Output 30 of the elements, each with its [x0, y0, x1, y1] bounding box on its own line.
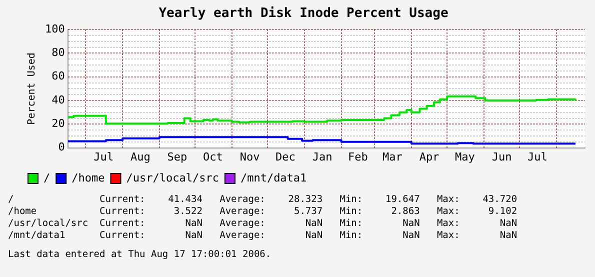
chart-title: Yearly earth Disk Inode Percent Usage	[158, 6, 448, 22]
x-tick-label: Mar	[382, 150, 403, 164]
legend-label: /mnt/data1	[240, 171, 307, 184]
text: Last data entered at Thu Aug 17 17:00:01 2006.	[8, 249, 272, 261]
x-tick-label: Sep	[167, 150, 188, 164]
y-tick-label: 60	[52, 70, 65, 83]
y-tick-label: 0	[58, 140, 65, 154]
text: / Current: 41.434 Average: 28.323 Min: 19.647 Max: 43.720	[8, 194, 518, 206]
x-tick-label: Jul	[94, 150, 114, 164]
text: /mnt/data1 Current: NaN Average: NaN Min: NaN Max: NaN	[8, 230, 518, 242]
text: /home Current: 3.522 Average: 5.737 Min: 2.863 Max: 9.102	[8, 206, 518, 218]
y-tick-label: 80	[52, 46, 65, 60]
y-tick-label: 40	[52, 93, 65, 106]
text: /usr/local/src Current: NaN Average: NaN Min: NaN Max: NaN	[8, 218, 518, 230]
x-tick-label: Dec	[275, 150, 296, 164]
x-tick-label: Nov	[240, 150, 260, 164]
legend-label: /home	[72, 171, 105, 184]
x-tick-label: Oct	[202, 150, 223, 164]
y-tick-label: 20	[52, 117, 65, 130]
y-axis-title: Percent Used	[26, 52, 38, 125]
x-tick-label: Feb	[348, 150, 368, 164]
y-tick-label: 100	[44, 22, 65, 36]
legend-label: /	[44, 171, 50, 184]
x-tick-label: Jun	[492, 150, 512, 164]
x-tick-label: Jan	[312, 150, 332, 164]
x-tick-label: Jul	[528, 150, 548, 164]
x-tick-label: Apr	[419, 150, 440, 164]
legend-label: /usr/local/src	[126, 171, 219, 184]
x-tick-label: Aug	[130, 150, 150, 164]
x-tick-label: May	[454, 150, 476, 164]
